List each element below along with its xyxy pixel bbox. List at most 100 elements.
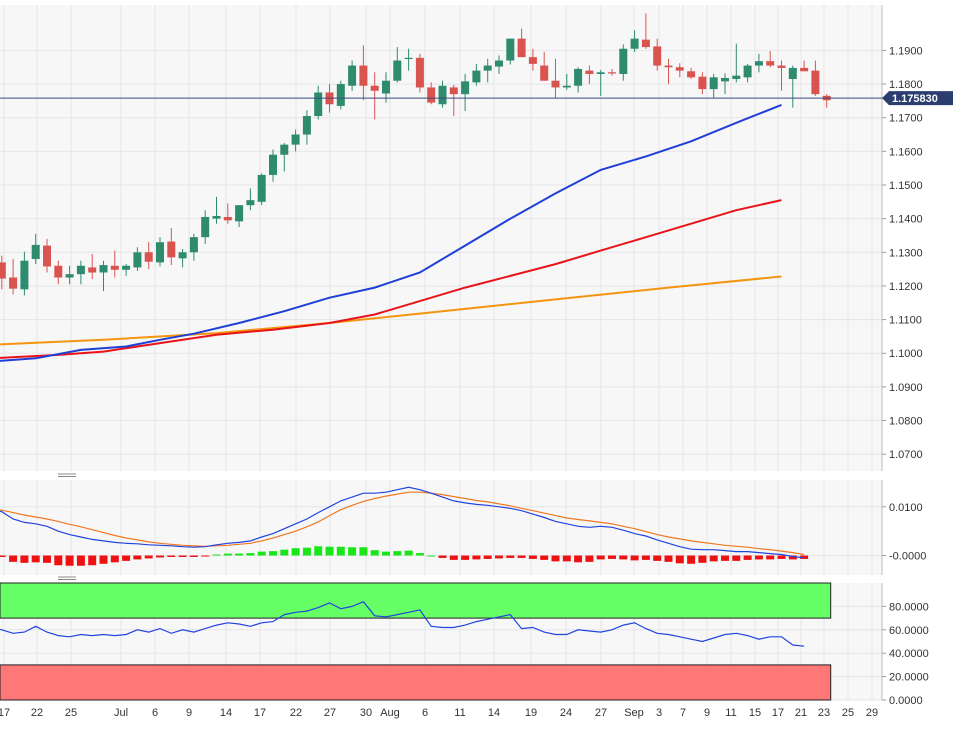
candle-body — [641, 39, 650, 48]
y-tick-label: 0.0000 — [889, 695, 923, 707]
oversold-zone — [0, 664, 832, 701]
x-tick-label: 14 — [488, 707, 500, 719]
candle — [167, 228, 176, 266]
candle-body — [246, 200, 255, 206]
macd-histogram-bar — [382, 551, 390, 556]
macd-histogram-bar — [110, 555, 119, 563]
candle-body — [619, 48, 628, 74]
candle — [0, 255, 6, 290]
candle — [675, 63, 684, 78]
candle — [370, 72, 379, 120]
x-tick-label: 24 — [560, 707, 572, 719]
macd-histogram-bar — [246, 553, 255, 556]
macd-line — [0, 486, 805, 559]
rsi-zones — [0, 582, 832, 701]
ma-fast-line — [0, 103, 782, 362]
candle-body — [65, 274, 74, 278]
x-tick-label: 9 — [704, 707, 710, 719]
y-tick-label: 1.1700 — [889, 113, 923, 125]
y-tick-label: 1.1800 — [889, 79, 923, 91]
candle-body — [133, 252, 142, 268]
x-tick-label: 21 — [795, 707, 807, 719]
candle-body — [302, 116, 311, 135]
macd-histogram-bar — [698, 555, 707, 563]
macd-histogram-bar — [43, 555, 51, 563]
y-tick-label: 1.0900 — [889, 382, 923, 394]
macd-histogram-bar — [528, 555, 537, 559]
candle-body — [382, 80, 390, 94]
macd-histogram-bar — [777, 555, 786, 559]
macd-resize-handle[interactable] — [58, 473, 76, 477]
macd-histogram-bar — [721, 555, 729, 561]
macd-histogram-bar — [608, 555, 616, 559]
macd-histogram-bar — [189, 555, 198, 557]
candle — [257, 173, 266, 206]
x-tick-label: 14 — [220, 707, 232, 719]
candle — [698, 72, 707, 95]
candle-body — [76, 265, 85, 275]
candle-body — [675, 67, 684, 71]
candle-body — [189, 237, 198, 253]
macd-histogram-bar — [766, 555, 775, 560]
x-tick-label: Aug — [380, 707, 400, 719]
candle — [336, 80, 345, 110]
macd-histogram-bar — [65, 555, 74, 566]
y-tick-label: 1.1600 — [889, 146, 923, 158]
ma-mid-line — [0, 199, 782, 359]
macd-histogram-bar — [495, 555, 503, 559]
macd-y-axis: 0.0100 -0.0000 — [881, 480, 926, 575]
candle — [223, 203, 232, 224]
x-tick-label: 27 — [595, 707, 607, 719]
candle-body — [608, 72, 616, 74]
rsi-line — [0, 600, 805, 647]
macd-histogram-bar — [122, 555, 131, 561]
candle — [743, 63, 752, 83]
candle — [551, 58, 560, 98]
candle — [653, 38, 662, 71]
candle-body — [551, 80, 560, 88]
x-tick-label: 23 — [818, 707, 830, 719]
candle — [709, 73, 718, 98]
y-tick-label: 1.1400 — [889, 214, 923, 226]
x-tick-label: 19 — [525, 707, 537, 719]
candle-body — [178, 252, 187, 259]
x-tick-label: 6 — [152, 707, 158, 719]
macd-histogram-bar — [0, 555, 6, 557]
x-tick-label: 29 — [866, 707, 878, 719]
candle-body — [43, 245, 51, 267]
candle-body — [811, 70, 820, 95]
candle — [246, 188, 255, 211]
candle — [76, 260, 85, 285]
x-tick-label: 22 — [290, 707, 302, 719]
candle — [619, 44, 628, 81]
y-tick-label: 80.0000 — [889, 601, 929, 613]
candle — [382, 72, 390, 103]
rsi-resize-handle[interactable] — [58, 576, 76, 580]
candle-body — [461, 81, 470, 95]
candle-body — [54, 265, 63, 278]
macd-histogram-bar — [291, 548, 300, 556]
candle-body — [800, 67, 809, 72]
macd-histogram-bar — [732, 555, 741, 561]
candle-body — [438, 85, 447, 105]
macd-histogram-bar — [156, 555, 164, 558]
candle-body — [664, 65, 673, 68]
candle-body — [201, 216, 210, 238]
x-tick-label: Sep — [624, 707, 644, 719]
candle-body — [9, 277, 18, 289]
candle-body — [144, 252, 153, 262]
candle — [754, 53, 763, 73]
macd-histogram-bar — [359, 547, 368, 556]
candle — [65, 265, 74, 285]
x-tick-label: 15 — [749, 707, 761, 719]
candle-body — [291, 134, 300, 145]
macd-histogram-bar — [280, 549, 289, 556]
macd-histogram-bar — [393, 551, 402, 556]
candle-body — [777, 65, 786, 68]
candle-body — [630, 38, 639, 49]
candle — [732, 43, 741, 83]
macd-histogram-bar — [438, 555, 447, 558]
macd-histogram-bar — [449, 555, 458, 560]
candle-body — [99, 265, 108, 273]
price-y-axis: 1.1900 1.1800 1.1700 1.1600 1.1500 1.1400 1.13… — [881, 5, 923, 471]
